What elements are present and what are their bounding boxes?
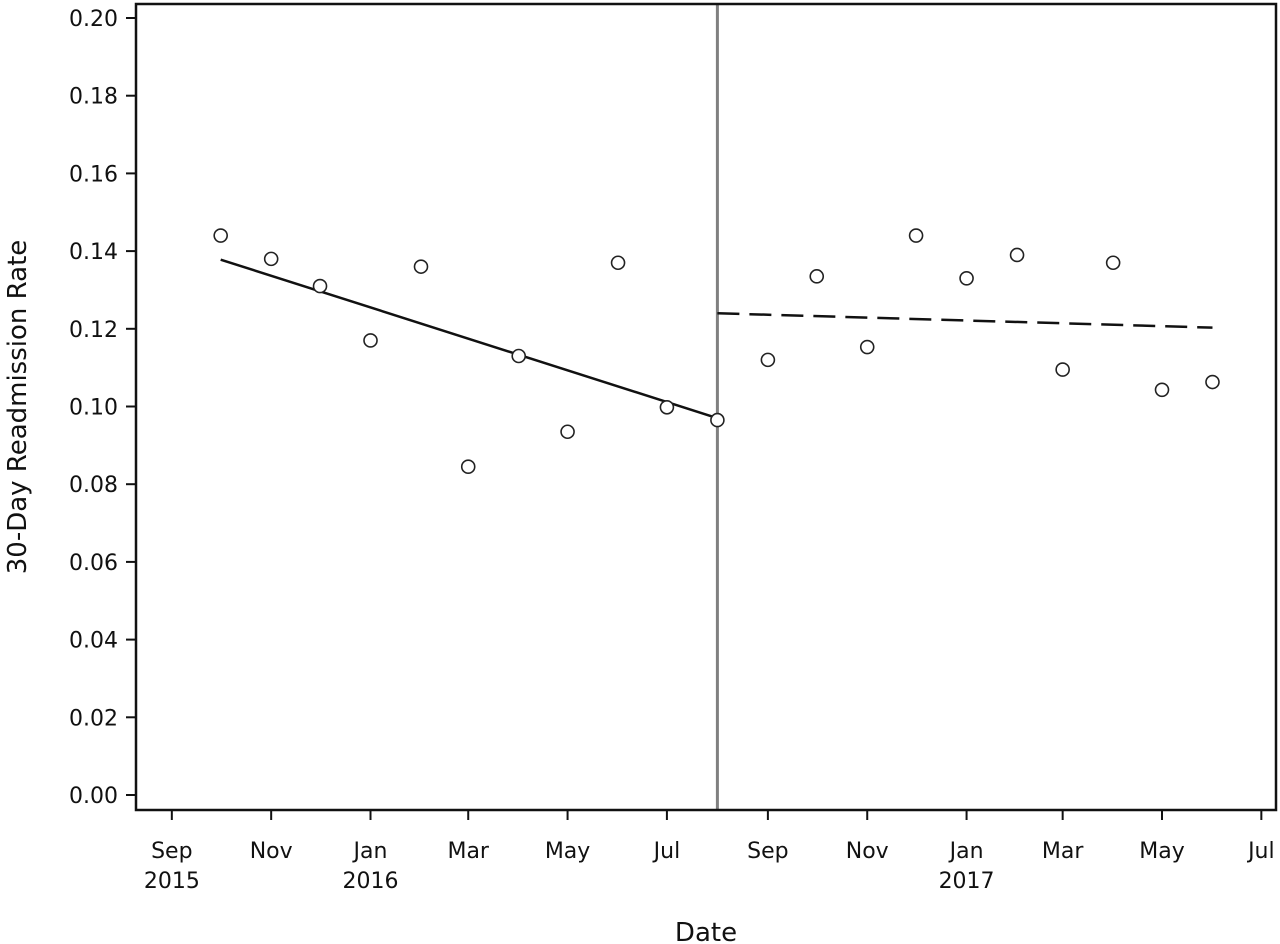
data-points-layer	[213, 228, 1220, 475]
data-point	[460, 459, 476, 475]
data-point	[1105, 255, 1121, 271]
y-tick-label: 0.04	[69, 629, 118, 654]
x-tick-month-label: Nov	[846, 839, 889, 864]
data-point	[610, 255, 626, 271]
y-axis-title: 30-Day Readmission Rate	[3, 240, 33, 575]
x-tick-month-label: Sep	[747, 839, 788, 864]
y-tick-label: 0.00	[69, 784, 118, 809]
data-point	[1055, 362, 1070, 377]
y-tick-label: 0.10	[69, 396, 118, 421]
x-tick-month-label: Mar	[1042, 839, 1084, 864]
trend-line-layer	[220, 258, 1213, 420]
data-point	[413, 259, 429, 274]
y-tick-label: 0.12	[69, 318, 118, 343]
y-tick-label: 0.20	[69, 7, 118, 32]
x-tick-month-label: May	[545, 839, 590, 864]
plot-frame	[134, 2, 1278, 812]
x-tick-month-label: Mar	[447, 839, 489, 864]
y-tick-label: 0.08	[69, 473, 118, 498]
data-point	[959, 270, 974, 286]
pre-period-trend-line	[220, 258, 718, 420]
data-point	[263, 251, 279, 267]
data-point	[1154, 382, 1170, 398]
x-tick-month-label: Jul	[652, 839, 681, 864]
data-point	[363, 333, 378, 348]
x-tick-month-label: Jul	[1246, 839, 1275, 864]
x-tick-year-label: 2017	[939, 869, 995, 894]
y-tick-label: 0.16	[69, 162, 118, 187]
data-point	[908, 228, 924, 243]
data-point	[710, 412, 725, 428]
data-point	[511, 348, 527, 364]
data-point	[560, 424, 575, 440]
x-tick-month-label: Jan	[352, 839, 388, 864]
x-tick-month-label: Sep	[151, 839, 192, 864]
y-tick-label: 0.06	[69, 551, 118, 576]
y-tick-label: 0.02	[69, 706, 118, 731]
data-point	[213, 228, 228, 243]
data-point	[1009, 247, 1025, 263]
x-tick-year-label: 2015	[144, 869, 200, 894]
x-tick-month-label: Jan	[948, 839, 984, 864]
x-tick-year-label: 2016	[343, 869, 399, 894]
data-point	[1205, 374, 1220, 390]
data-point	[760, 352, 776, 368]
x-axis-title: Date	[675, 918, 737, 944]
y-tick-label: 0.14	[69, 240, 118, 265]
y-tick-label: 0.18	[69, 85, 118, 110]
data-point	[312, 278, 328, 294]
data-point	[859, 339, 875, 355]
post-period-trend-line	[717, 312, 1213, 329]
x-tick-month-label: Nov	[250, 839, 293, 864]
data-point	[809, 269, 825, 284]
data-point	[659, 399, 675, 415]
x-tick-month-label: May	[1139, 839, 1184, 864]
axes-layer: 0.00 0.02 0.04 0.06 0.08 0.10 0.12 0.14 0.16 0.18…	[69, 2, 1278, 894]
